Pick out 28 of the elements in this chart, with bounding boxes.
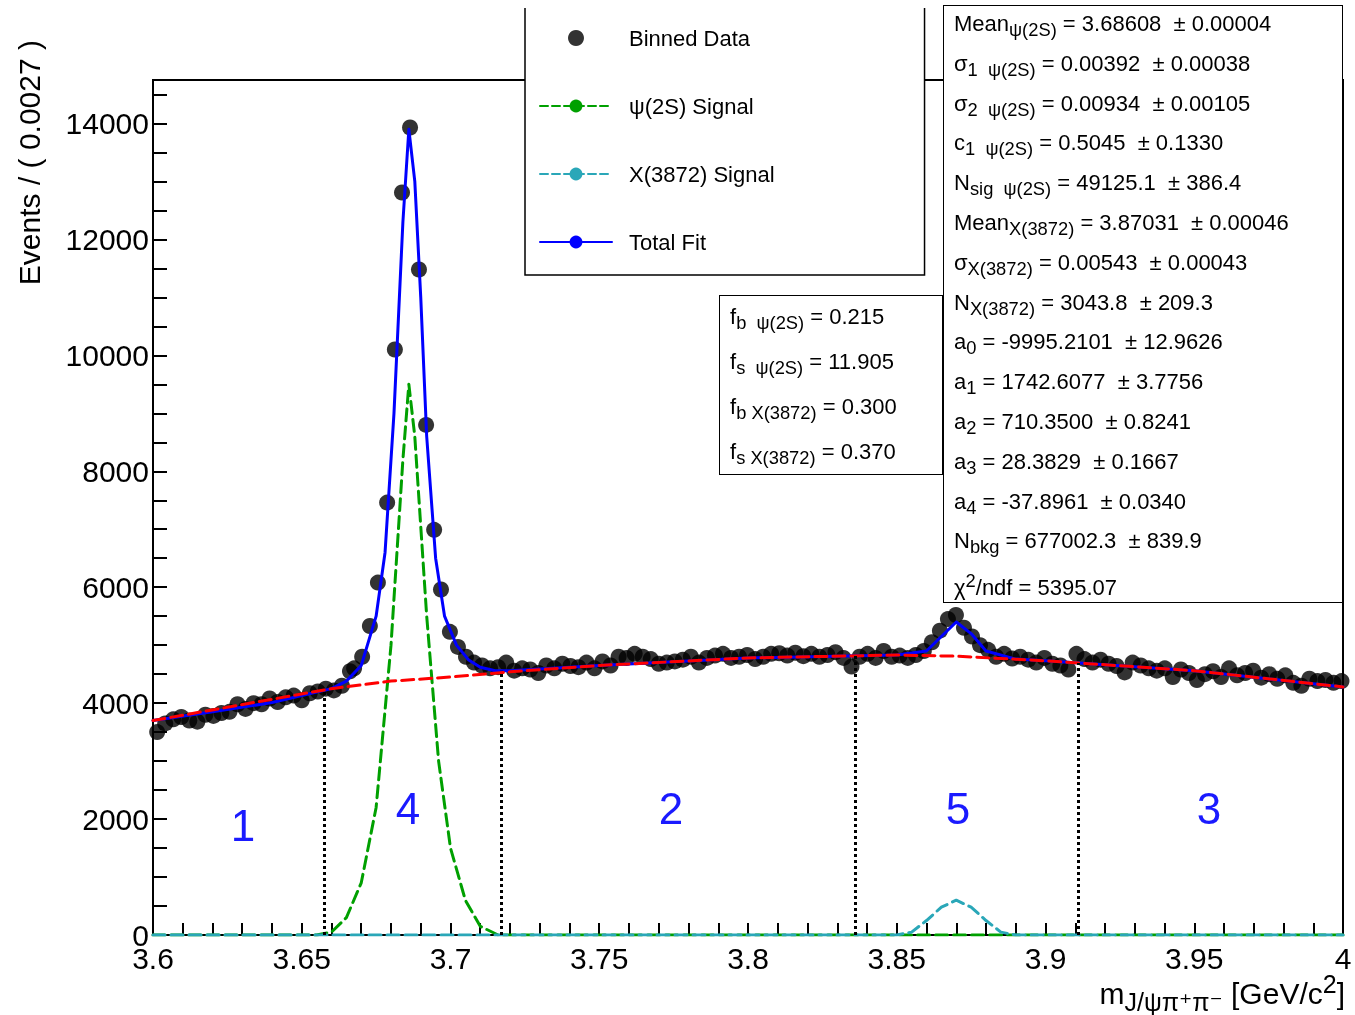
x-tick-label: 3.7 bbox=[429, 941, 472, 975]
legend-label: X(3872) Signal bbox=[629, 161, 775, 187]
x-tick-label: 3.65 bbox=[272, 941, 331, 975]
y-tick-label: 12000 bbox=[65, 222, 149, 256]
annotation: 4 bbox=[395, 783, 421, 833]
x-tick-label: 3.85 bbox=[867, 941, 926, 975]
legend-label: Total Fit bbox=[629, 229, 707, 255]
annotation: 2 bbox=[658, 783, 684, 833]
text: Mean$_{ψ(2S)}$ = 3.68608 ± 0.00004 σ$_{1 ψ(2S)}$ = 0.00392 ± 0.00038 σ$_{2 ψ(2S)}$ = 0.00934 ± 0.00105 c$_{1 ψ(2S)}$ = 0.5045 ± 0.1330 N$_{sig ψ(2S)}$ = 49125.1 ± 386.4 Mean$_{X(3872)}$ = 3.87031 ± 0.00046 σ$_{X(3872)}$ = 0.00543 ± 0.00043 N$_{X(3872)}$ = 3043.8 ± 209.3 a$_{0}$ = -9995.2101 ± 12.9626 a$_{1}$ = 1742.6077 ± 3.7756 a$_{2}$ = 710.3500 ± 0.8241 a$_{3}$ = 28.3829 ± 0.1667 a$_{4}$ = -37.8961 ± 0.0340 N$_{bkg}$ = 677002.3 ± 839.9 χ$^{2}$/ndf = 5395.07 bbox=[954, 11, 1289, 601]
x-tick-label: 3.9 bbox=[1024, 941, 1067, 975]
y-tick-label: 2000 bbox=[82, 802, 149, 836]
line-series bbox=[151, 898, 1345, 937]
legend-label: ψ(2S) Signal bbox=[629, 93, 754, 119]
x-tick-label: 3.8 bbox=[727, 941, 769, 975]
annotation: 5 bbox=[945, 783, 971, 833]
y-tick-label: 10000 bbox=[65, 338, 149, 372]
x-tick-label: 4 bbox=[1334, 941, 1352, 975]
annotation: 1 bbox=[230, 800, 256, 850]
y-tick-label: 4000 bbox=[82, 686, 149, 720]
x-tick-label: 3.75 bbox=[570, 941, 629, 975]
y-axis-title: Events / ( 0.0027 ) bbox=[12, 40, 47, 288]
y-tick-label: 14000 bbox=[65, 106, 149, 140]
y-tick-label: 8000 bbox=[82, 454, 149, 488]
legend-label: Binned Data bbox=[629, 25, 751, 51]
text: f$_{b ψ(2S)}$ = 0.215 f$_{s ψ(2S)}$ = 11.905 f$_{b X(3872)}$ = 0.300 f$_{s X(3872)}$ = 0.370 bbox=[730, 304, 897, 469]
x-tick-label: 3.95 bbox=[1165, 941, 1224, 975]
y-tick-label: 6000 bbox=[82, 570, 149, 604]
annotation: 3 bbox=[1196, 783, 1222, 833]
